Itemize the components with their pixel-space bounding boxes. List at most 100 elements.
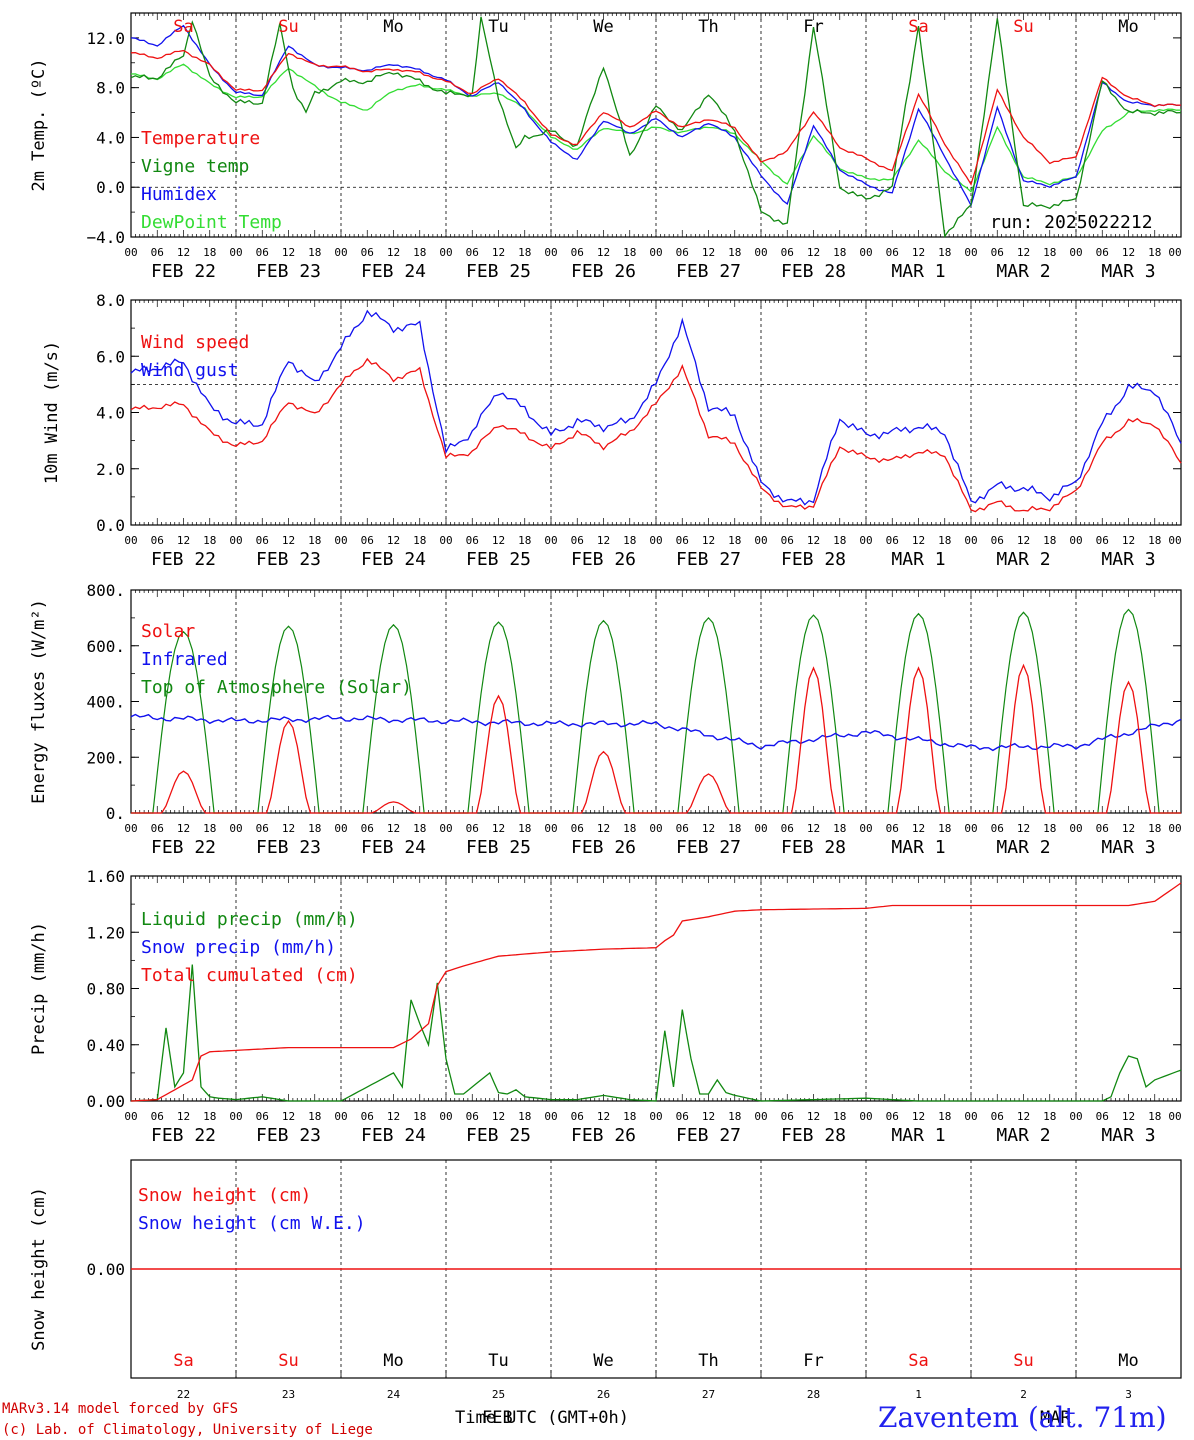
y-tick-label: 12.0 [86, 29, 125, 48]
hour-tick-label: 06 [676, 822, 689, 835]
hour-tick-label: 00 [229, 822, 242, 835]
hour-tick-label: 06 [151, 246, 164, 259]
day-name-label: We [593, 17, 613, 37]
date-label: FEB 23 [256, 837, 321, 858]
model-credit: MARv3.14 model forced by GFS [2, 1401, 238, 1417]
legend-entry: Snow height (cm W.E.) [138, 1213, 366, 1234]
precip-chart: 00 06 12 18 00 06 12 18 00 06 12 18 00 06 12 18 00 06 12 18… [29, 867, 1182, 1146]
hour-tick-label: 00 [124, 534, 137, 547]
y-tick-label: 0. [106, 804, 125, 823]
hour-tick-label: 06 [466, 246, 479, 259]
date-label: MAR 1 [891, 837, 945, 858]
y-tick-label: 4.0 [96, 404, 125, 423]
hour-tick-label: 06 [676, 246, 689, 259]
hour-tick-label: 06 [361, 822, 374, 835]
day-name-label: Sa [908, 17, 928, 37]
hour-tick-label: 00 [1168, 1110, 1181, 1123]
hour-tick-label: 12 [912, 534, 925, 547]
day-name-label: Mo [1118, 1351, 1138, 1371]
date-label: FEB 23 [256, 1125, 321, 1146]
date-label: FEB 28 [781, 549, 846, 570]
hour-tick-label: 06 [151, 1110, 164, 1123]
hour-tick-label: 00 [754, 822, 767, 835]
chart-panels: 00 06 12 18 00 06 12 18 00 06 12 18 00 06 12 18 00 06 12 18… [29, 12, 1182, 1401]
date-label: FEB 23 [256, 549, 321, 570]
y-tick-label: 4.0 [96, 128, 125, 147]
hour-tick-label: 00 [544, 534, 557, 547]
legend-entry: Wind gust [141, 360, 239, 381]
y-tick-label: −4.0 [86, 228, 125, 247]
hour-tick-label: 00 [229, 534, 242, 547]
series-vigne-temp [130, 16, 1182, 238]
y-tick-label: 8.0 [96, 79, 125, 98]
date-label: FEB 26 [571, 837, 636, 858]
hour-tick-label: 12 [807, 534, 820, 547]
hour-tick-label: 12 [702, 1110, 715, 1123]
date-label: FEB 26 [571, 261, 636, 282]
hour-tick-label: 12 [177, 246, 190, 259]
hour-tick-label: 18 [1043, 822, 1056, 835]
hour-tick-label: 18 [308, 246, 321, 259]
hour-tick-label: 00 [859, 822, 872, 835]
hour-tick-label: 12 [1017, 822, 1030, 835]
footer: MARv3.14 model forced by GFS (c) Lab. of… [2, 1401, 1167, 1438]
date-label: FEB 27 [676, 261, 741, 282]
hour-tick-label: 00 [964, 246, 977, 259]
hour-tick-label: 18 [1043, 246, 1056, 259]
hour-tick-label: 18 [1148, 534, 1161, 547]
hour-tick-label: 06 [676, 534, 689, 547]
hour-tick-label: 12 [597, 246, 610, 259]
hour-tick-label: 06 [781, 246, 794, 259]
hour-tick-label: 18 [1148, 822, 1161, 835]
hour-tick-label: 06 [466, 534, 479, 547]
hour-tick-label: 18 [623, 534, 636, 547]
hour-tick-label: 18 [308, 822, 321, 835]
hour-tick-label: 06 [781, 1110, 794, 1123]
series-wind-gust [130, 309, 1182, 506]
hour-tick-label: 18 [623, 822, 636, 835]
hour-tick-label: 12 [1122, 534, 1135, 547]
hour-tick-label: 00 [754, 1110, 767, 1123]
hour-tick-label: 12 [807, 246, 820, 259]
hour-tick-label: 12 [177, 534, 190, 547]
hour-tick-label: 00 [439, 534, 452, 547]
y-tick-label: 8.0 [96, 291, 125, 310]
date-label: FEB 25 [466, 1125, 531, 1146]
hour-tick-label: 12 [597, 822, 610, 835]
hour-tick-label: 06 [886, 534, 899, 547]
date-label: FEB 28 [781, 837, 846, 858]
legend-entry: Humidex [141, 184, 217, 205]
hour-tick-label: 06 [781, 822, 794, 835]
hour-tick-label: 00 [859, 246, 872, 259]
hour-tick-label: 12 [597, 534, 610, 547]
hour-tick-label: 18 [413, 822, 426, 835]
date-label: FEB 27 [676, 837, 741, 858]
hour-tick-label: 00 [1168, 246, 1181, 259]
energy-flux-chart: 00 06 12 18 00 06 12 18 00 06 12 18 00 06 12 18 00 06 12 18… [29, 581, 1182, 858]
day-name-label: Fr [803, 1351, 823, 1371]
hour-tick-label: 18 [938, 822, 951, 835]
hour-tick-label: 06 [256, 246, 269, 259]
hour-tick-label: 18 [833, 822, 846, 835]
plot-frame [130, 299, 1182, 526]
hour-tick-label: 18 [203, 246, 216, 259]
hour-tick-label: 00 [334, 1110, 347, 1123]
hour-tick-label: 12 [492, 534, 505, 547]
y-tick-label: 0.40 [86, 1036, 125, 1055]
y-axis-title: 10m Wind (m/s) [42, 341, 62, 484]
hour-tick-label: 06 [256, 534, 269, 547]
hour-tick-label: 00 [964, 1110, 977, 1123]
legend-entry: Snow precip (mm/h) [141, 937, 336, 958]
hour-tick-label: 00 [229, 246, 242, 259]
hour-tick-label: 12 [1017, 246, 1030, 259]
date-label: FEB 25 [466, 549, 531, 570]
day-name-label: Th [698, 17, 718, 37]
hour-tick-label: 00 [439, 246, 452, 259]
legend-entry: Temperature [141, 128, 260, 149]
legend-entry: Solar [141, 621, 195, 642]
hour-tick-label: 18 [413, 534, 426, 547]
month-label-feb: FEB [482, 1408, 513, 1428]
y-tick-label: 0.0 [96, 178, 125, 197]
hour-tick-label: 12 [282, 1110, 295, 1123]
y-tick-label: 1.60 [86, 867, 125, 886]
